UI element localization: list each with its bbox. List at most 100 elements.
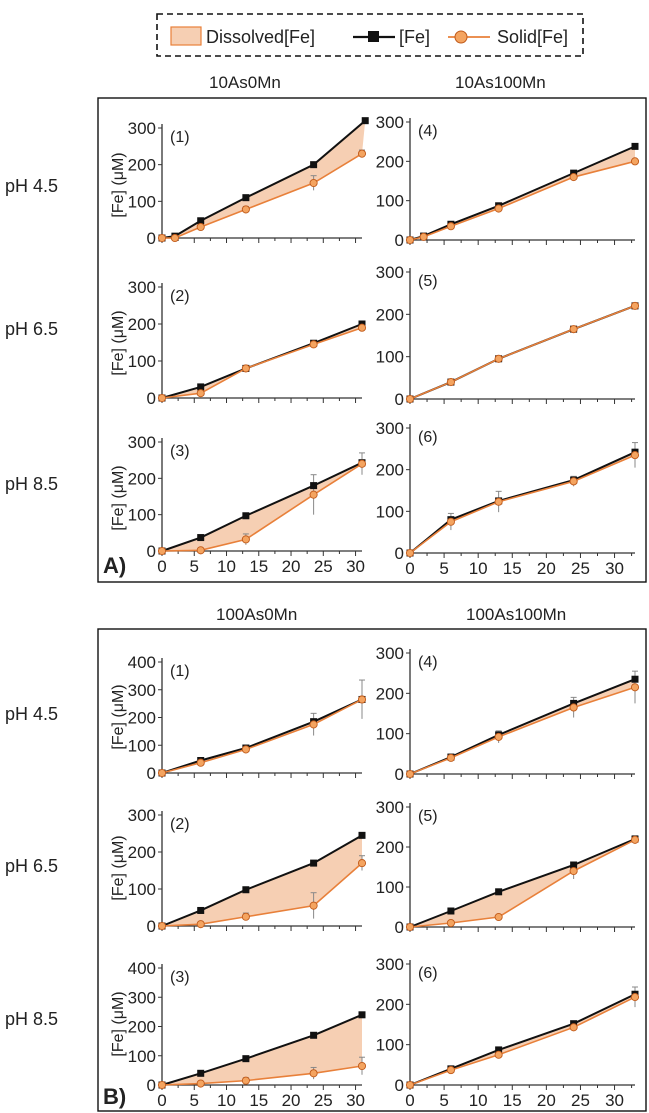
- section-b-col-title-right: 100As100Mn: [466, 605, 566, 624]
- solid-point-a-6-2: [494, 497, 503, 506]
- legend-dissolved-label: Dissolved[Fe]: [206, 27, 315, 47]
- solid-point-a-4-0: [405, 235, 415, 245]
- y-tick-label-a-3-2: 200: [128, 469, 156, 488]
- y-tick-label-a-2-2: 200: [128, 315, 156, 334]
- solid-point-b-4-2: [494, 732, 503, 741]
- y-tick-label-a-5-3: 300: [376, 263, 404, 282]
- section-a-frame: [97, 97, 647, 583]
- y-tick-label-b-2-2: 200: [128, 843, 156, 862]
- total-point-a-2-1: [197, 383, 205, 391]
- x-tick-label-b-6-3: 15: [503, 1091, 522, 1110]
- x-tick-label-b-6-1: 5: [439, 1091, 448, 1110]
- solid-point-b-2-2: [241, 912, 250, 921]
- y-tick-label-a-5-0: 0: [395, 390, 404, 409]
- total-point-a-1-2: [197, 217, 205, 225]
- solid-point-b-4-1: [446, 753, 455, 762]
- total-line-b-5: [409, 838, 636, 928]
- y-tick-label-b-6-0: 0: [395, 1076, 404, 1095]
- panel-label-a-1: (1): [170, 129, 190, 146]
- x-tick-label-a-3-2: 10: [217, 557, 236, 576]
- solid-point-a-4-4: [569, 173, 578, 182]
- x-tick-label-b-3-2: 10: [217, 1091, 236, 1110]
- total-line-a-2: [161, 323, 363, 399]
- panel-label-a-6: (6): [418, 429, 438, 446]
- panel-b-6: 0 100 200 300 0 5 10 15 20 25 30 (6): [376, 955, 640, 1110]
- x-tick-label-a-3-4: 20: [282, 557, 301, 576]
- total-point-b-4-4: [631, 675, 639, 683]
- solid-point-b-5-2: [494, 912, 503, 922]
- solid-point-a-2-3: [309, 340, 318, 349]
- panel-label-b-1: (1): [170, 663, 190, 680]
- x-tick-label-a-3-3: 15: [249, 557, 268, 576]
- y-tick-label-b-6-2: 200: [376, 995, 404, 1014]
- panel-b-1: 0 100 200 300 400 (1): [128, 653, 367, 783]
- solid-point-b-5-4: [630, 835, 640, 844]
- dissolved-band-b-3: [162, 1014, 362, 1085]
- solid-point-a-4-1: [419, 232, 428, 241]
- solid-point-b-3-4: [357, 1061, 367, 1071]
- section-a-col-title-left: 10As0Mn: [209, 73, 281, 92]
- solid-point-b-3-0: [157, 1080, 167, 1090]
- total-point-b-3-4: [358, 1011, 366, 1019]
- solid-point-a-6-0: [405, 548, 415, 558]
- section-b-frame: [97, 628, 647, 1112]
- solid-line-b-4: [409, 686, 636, 775]
- y-tick-label-a-3-0: 0: [147, 542, 156, 561]
- y-tick-label-a-4-1: 100: [376, 192, 404, 211]
- total-point-b-3-3: [310, 1031, 318, 1039]
- row-labels: pH 4.5 pH 6.5 pH 8.5 pH 4.5 pH 6.5 pH 8.…: [5, 176, 58, 1029]
- solid-point-b-3-2: [241, 1076, 250, 1085]
- panel-b-5: 0 100 200 300 (5): [376, 798, 640, 937]
- total-line-b-1: [161, 698, 363, 774]
- solid-point-a-2-0: [157, 393, 167, 403]
- x-tick-label-b-3-3: 15: [249, 1091, 268, 1110]
- y-tick-label-b-1-3: 300: [128, 681, 156, 700]
- panel-a-4: 0 100 200 300 (4): [376, 113, 640, 250]
- solid-point-b-4-4: [630, 683, 640, 692]
- y-tick-label-b-4-3: 300: [376, 644, 404, 663]
- x-tick-label-a-6-1: 5: [439, 559, 448, 578]
- total-point-b-2-1: [197, 906, 205, 914]
- solid-point-a-6-4: [630, 451, 640, 460]
- y-tick-label-b-5-3: 300: [376, 798, 404, 817]
- y-tick-label-a-1-2: 200: [128, 156, 156, 175]
- section-b-letter: B): [103, 1084, 126, 1109]
- row-label-a-2: pH 6.5: [5, 319, 58, 339]
- solid-point-b-4-3: [569, 703, 578, 712]
- panel-label-b-3: (3): [170, 969, 190, 986]
- y-tick-label-a-5-2: 200: [376, 305, 404, 324]
- x-tick-label-b-6-4: 20: [537, 1091, 556, 1110]
- legend: Dissolved[Fe] [Fe] Solid[Fe]: [156, 13, 584, 57]
- total-point-b-2-3: [310, 859, 318, 867]
- solid-point-b-6-3: [569, 1023, 578, 1032]
- panel-label-b-6: (6): [418, 965, 438, 982]
- x-tick-label-a-6-0: 0: [405, 559, 414, 578]
- y-axis-title-b-3: [Fe] (μM): [110, 991, 127, 1056]
- solid-point-a-5-2: [494, 354, 503, 363]
- solid-point-a-6-3: [569, 477, 578, 486]
- total-point-b-5-2: [495, 888, 503, 896]
- y-tick-label-b-4-0: 0: [395, 765, 404, 784]
- y-tick-label-a-4-3: 300: [376, 113, 404, 132]
- y-tick-label-b-3-3: 300: [128, 988, 156, 1007]
- solid-point-a-1-1: [170, 233, 179, 243]
- total-point-a-1-3: [242, 194, 250, 202]
- x-tick-label-a-6-6: 30: [605, 559, 624, 578]
- solid-point-a-6-1: [446, 517, 455, 526]
- total-point-a-1-4: [310, 161, 318, 169]
- solid-point-a-3-1: [196, 546, 205, 555]
- solid-point-a-2-2: [241, 364, 250, 373]
- dissolved-band-b-1: [162, 699, 362, 773]
- solid-line-a-6: [409, 454, 636, 554]
- section-b-col-title-left: 100As0Mn: [216, 605, 297, 624]
- total-point-b-3-2: [242, 1055, 250, 1063]
- solid-point-b-3-3: [309, 1069, 318, 1078]
- x-tick-label-b-6-0: 0: [405, 1091, 414, 1110]
- total-point-b-6-2: [495, 1046, 503, 1054]
- solid-point-b-1-0: [157, 768, 167, 778]
- solid-point-b-6-4: [630, 993, 640, 1002]
- solid-point-a-3-0: [157, 546, 167, 556]
- panel-label-a-4: (4): [418, 123, 438, 140]
